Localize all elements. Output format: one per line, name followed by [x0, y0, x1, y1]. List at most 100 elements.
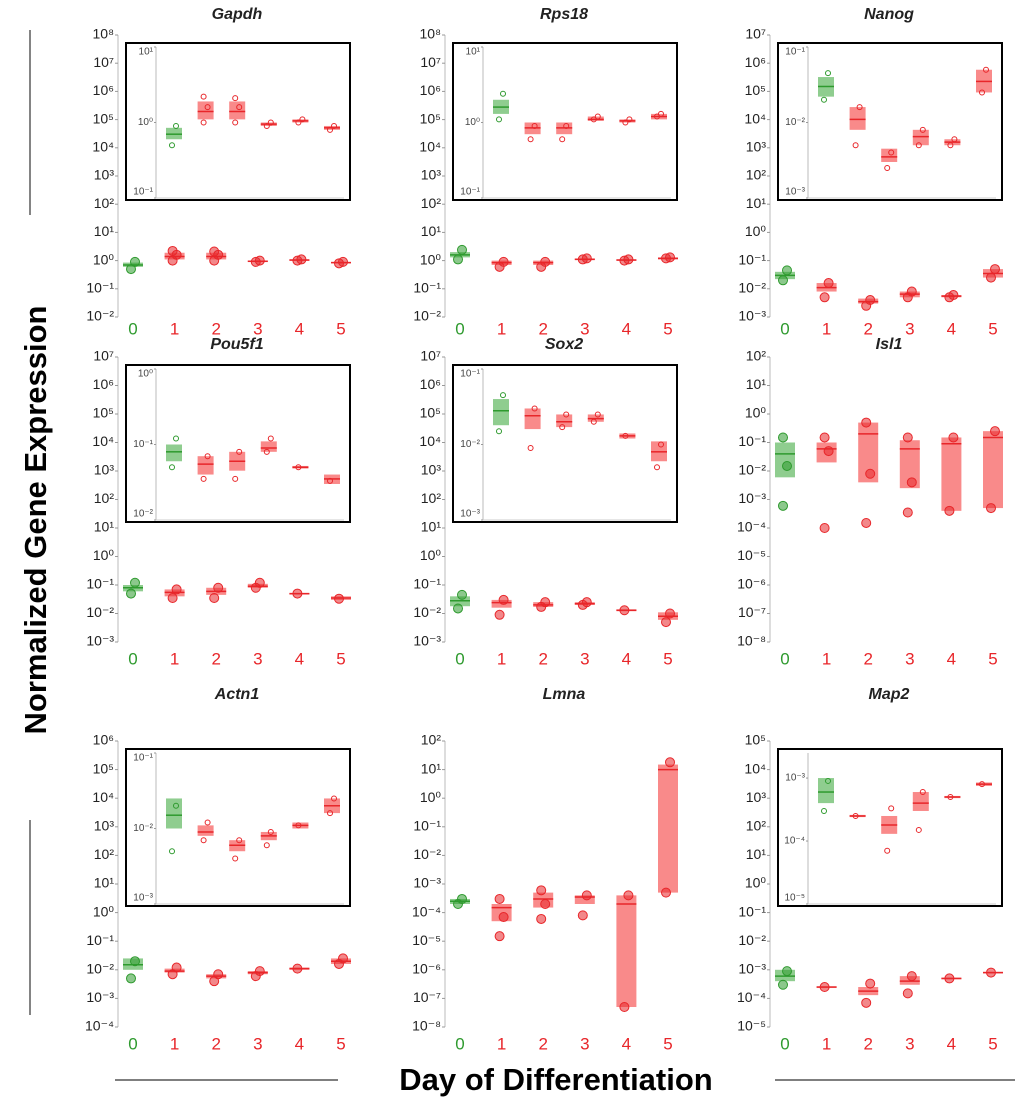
box: [556, 414, 573, 428]
panel-title: Nanog: [864, 6, 914, 23]
point: [498, 912, 509, 923]
point: [906, 286, 917, 297]
point: [559, 424, 566, 431]
point: [861, 517, 872, 528]
y-tick-label: 10⁴: [92, 789, 114, 805]
point: [494, 609, 505, 620]
point: [200, 119, 207, 126]
point: [902, 988, 913, 999]
point: [778, 432, 788, 443]
x-tick-label: 1: [497, 649, 506, 668]
point: [821, 807, 827, 814]
point: [919, 789, 926, 796]
point: [527, 136, 534, 143]
point: [906, 971, 917, 982]
point: [267, 828, 274, 835]
box: [912, 792, 929, 811]
point: [167, 592, 178, 603]
y-tick-label: 10⁻⁵: [412, 932, 441, 948]
y-tick-label: 10⁵: [420, 110, 441, 126]
point: [983, 66, 989, 73]
point: [888, 149, 895, 156]
y-tick-label: 10⁵: [745, 732, 766, 748]
y-tick-label: 10²: [94, 195, 115, 211]
point: [778, 500, 788, 511]
point: [581, 253, 592, 264]
point: [232, 475, 239, 482]
inset-tick-label: 10⁻³: [133, 893, 153, 904]
point: [296, 254, 307, 265]
point: [856, 104, 863, 111]
y-tick-label: 10¹: [746, 376, 767, 392]
point: [500, 392, 506, 399]
point: [327, 810, 333, 817]
inset-tick-label: 10⁻²: [785, 117, 805, 128]
y-tick-label: 10⁻³: [738, 308, 766, 324]
inset-tick-label: 10⁻²: [133, 509, 153, 520]
point: [623, 254, 634, 265]
point: [536, 913, 547, 924]
point: [819, 523, 830, 533]
point: [823, 278, 834, 289]
point: [200, 475, 207, 482]
point: [665, 757, 675, 768]
y-tick-label: 10⁻²: [413, 308, 441, 324]
inset-tick-label: 10⁻²: [133, 823, 153, 834]
y-tick-label: 10⁻²: [86, 308, 114, 324]
y-tick-label: 10⁵: [420, 405, 441, 421]
point: [865, 468, 876, 479]
inset-tick-label: 10⁻³: [785, 773, 805, 784]
y-tick-label: 10⁻⁶: [412, 961, 441, 977]
y-tick-label: 10⁰: [420, 789, 442, 805]
y-tick-label: 10⁻⁸: [412, 1018, 441, 1034]
x-tick-label: 3: [905, 1034, 914, 1053]
x-tick-label: 4: [295, 1034, 304, 1053]
box: [983, 431, 1003, 509]
point: [167, 245, 178, 256]
x-tick-label: 2: [211, 649, 220, 668]
y-tick-label: 10¹: [421, 519, 442, 535]
point: [823, 446, 834, 457]
point: [594, 113, 601, 120]
point: [944, 505, 955, 516]
y-tick-label: 10⁻⁵: [737, 1018, 766, 1034]
point: [204, 104, 211, 111]
point: [979, 89, 985, 96]
y-tick-label: 10⁶: [93, 732, 114, 748]
y-tick-label: 10²: [421, 490, 442, 506]
y-axis-label: Normalized Gene Expression: [18, 306, 53, 735]
box: [858, 422, 879, 483]
y-tick-label: 10³: [746, 789, 767, 805]
point: [861, 417, 872, 428]
x-tick-label: 2: [863, 649, 872, 668]
inset-tick-label: 10⁰: [465, 117, 480, 128]
y-tick-label: 10²: [746, 818, 767, 834]
inset-tick-label: 10⁻¹: [785, 47, 805, 58]
inset-frame: [452, 364, 678, 523]
panel-title: Lmna: [543, 686, 586, 703]
y-tick-label: 10⁷: [420, 348, 441, 364]
point: [865, 295, 876, 306]
point: [263, 842, 270, 849]
y-tick-label: 10⁶: [420, 82, 441, 98]
point: [130, 256, 140, 267]
x-tick-label: 5: [336, 1034, 345, 1053]
point: [232, 855, 239, 862]
y-tick-label: 10⁻¹: [738, 433, 766, 449]
point: [947, 794, 954, 801]
point: [654, 464, 660, 471]
x-tick-label: 1: [170, 319, 179, 338]
y-tick-label: 10⁴: [92, 139, 114, 155]
y-tick-label: 10⁻⁶: [737, 576, 766, 592]
y-tick-label: 10⁰: [745, 223, 767, 239]
box: [912, 129, 929, 146]
point: [496, 116, 502, 123]
point: [622, 432, 629, 439]
inset-tick-label: 10⁻¹: [460, 369, 480, 380]
x-tick-label: 5: [663, 319, 672, 338]
point: [263, 448, 270, 455]
point: [327, 477, 333, 484]
x-tick-label: 3: [253, 649, 262, 668]
point: [665, 252, 675, 263]
y-tick-label: 10⁷: [93, 54, 114, 70]
